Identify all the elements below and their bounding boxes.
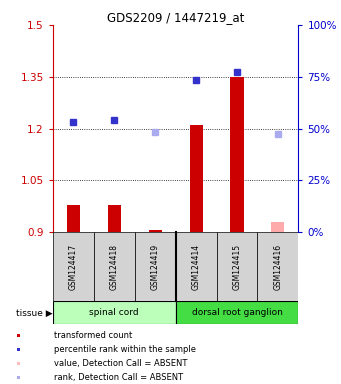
Text: GSM124419: GSM124419: [151, 244, 160, 290]
Bar: [149, 230, 162, 232]
Text: GSM124417: GSM124417: [69, 244, 78, 290]
Bar: [271, 222, 284, 232]
Text: percentile rank within the sample: percentile rank within the sample: [54, 345, 196, 354]
Text: spinal cord: spinal cord: [89, 308, 139, 318]
Bar: [94, 232, 135, 301]
Text: value, Detection Call = ABSENT: value, Detection Call = ABSENT: [54, 359, 187, 367]
Bar: [17, 362, 19, 365]
Bar: [217, 232, 257, 301]
Bar: [176, 301, 298, 324]
Text: rank, Detection Call = ABSENT: rank, Detection Call = ABSENT: [54, 372, 183, 382]
Text: transformed count: transformed count: [54, 331, 132, 340]
Text: dorsal root ganglion: dorsal root ganglion: [192, 308, 282, 318]
Text: GSM124414: GSM124414: [192, 244, 201, 290]
Bar: [17, 334, 19, 337]
Title: GDS2209 / 1447219_at: GDS2209 / 1447219_at: [107, 11, 244, 24]
Bar: [53, 301, 176, 324]
Bar: [135, 232, 176, 301]
Bar: [53, 232, 94, 301]
Bar: [231, 77, 243, 232]
Bar: [190, 125, 203, 232]
Bar: [17, 348, 19, 351]
Text: GSM124416: GSM124416: [273, 244, 282, 290]
Text: GSM124415: GSM124415: [233, 244, 241, 290]
Text: tissue ▶: tissue ▶: [16, 308, 53, 318]
Text: GSM124418: GSM124418: [110, 244, 119, 290]
Bar: [17, 376, 19, 379]
Bar: [176, 232, 217, 301]
Bar: [257, 232, 298, 301]
Bar: [67, 205, 80, 232]
Bar: [108, 205, 121, 232]
